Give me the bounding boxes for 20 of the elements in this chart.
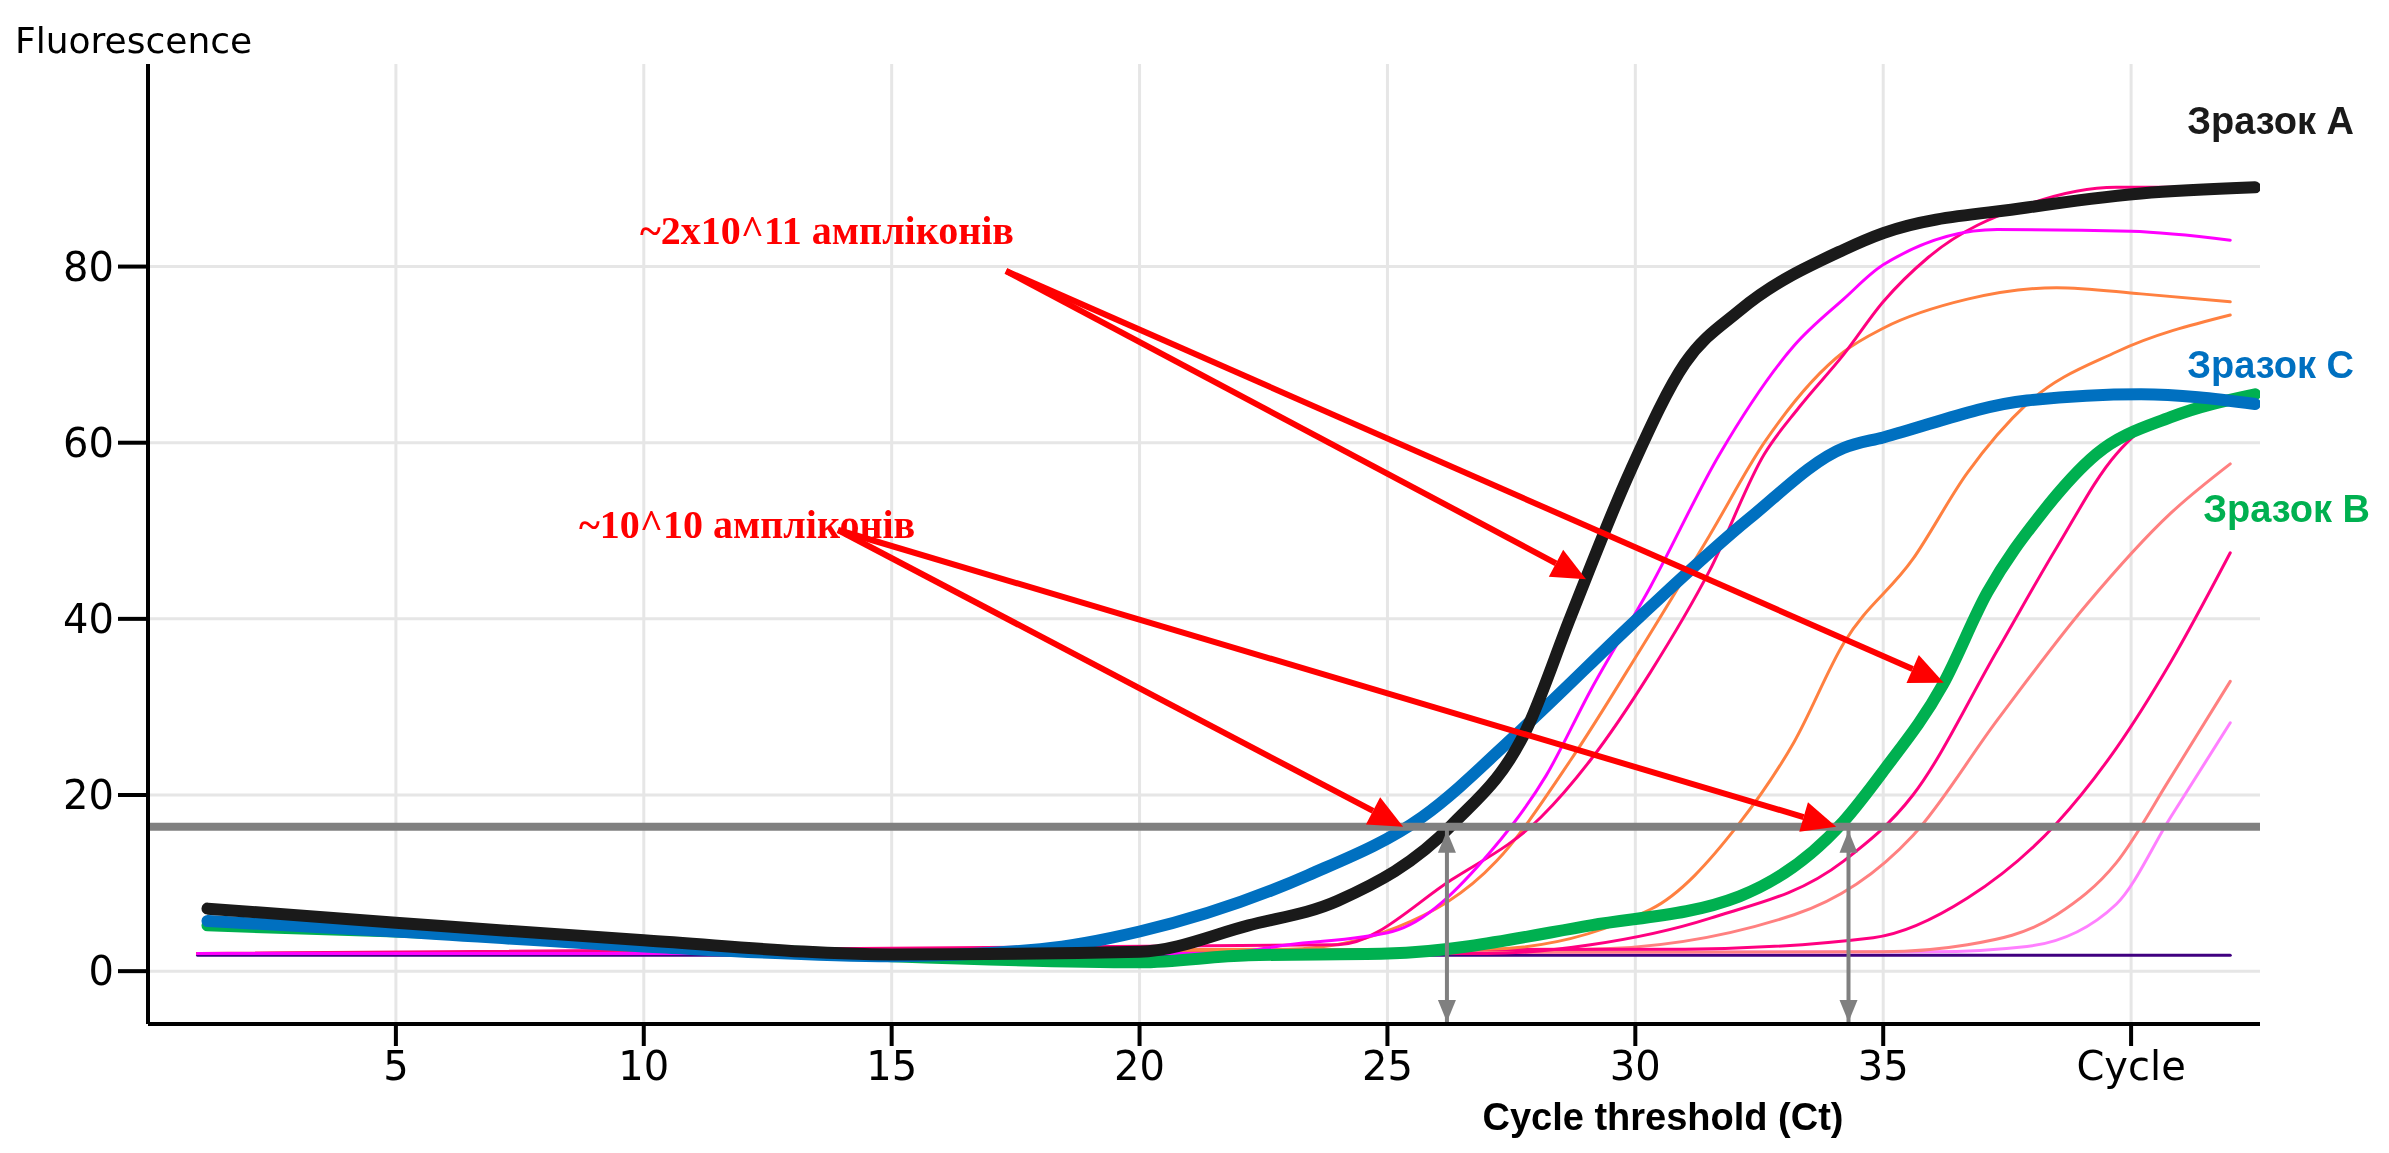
x-tick-label: 30 [1609,1043,1661,1089]
y-tick-label: 60 [63,419,114,466]
x-tick-label: 15 [866,1043,918,1089]
annotation: ~2x10^11 ампліконів [640,208,1014,253]
text: Зразок B [2203,488,2371,531]
y-axis-title: Fluorescence [15,20,253,61]
x-tick-label: Cycle [2076,1043,2186,1089]
x-tick-label: 25 [1361,1043,1413,1089]
y-tick-label: 40 [63,595,114,642]
x-tick-label: 20 [1114,1043,1165,1089]
x-tick-label: 10 [618,1043,670,1089]
y-tick-label: 80 [63,243,114,290]
annotation: ~10^10 ампліконів [579,502,916,547]
series-label: Зразок C [2187,343,2355,386]
y-tick-label: 20 [63,772,114,819]
series-label: Зразок A [2187,100,2355,143]
x-tick-label: 35 [1857,1043,1909,1089]
x-tick-label: 5 [383,1043,409,1089]
x-axis-title: Cycle threshold (Ct) [1482,1096,1844,1138]
y-tick-label: 0 [88,948,114,995]
